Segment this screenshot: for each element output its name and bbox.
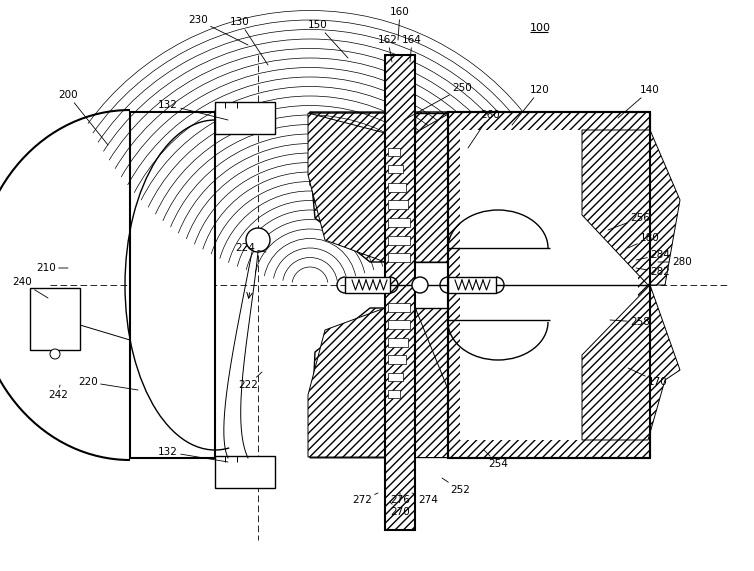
Bar [388, 355, 406, 364]
Bar [388, 183, 406, 192]
Text: 222: 222 [238, 372, 262, 390]
Text: 130: 130 [230, 17, 268, 65]
Text: 162: 162 [378, 35, 398, 62]
Polygon shape [310, 308, 385, 457]
Text: 260: 260 [468, 110, 500, 148]
Circle shape [246, 228, 270, 252]
Text: 274: 274 [412, 493, 438, 505]
Polygon shape [415, 113, 450, 262]
Text: 150: 150 [308, 20, 348, 58]
Text: 220: 220 [78, 377, 138, 390]
Bar [345, 277, 390, 293]
Polygon shape [582, 130, 680, 285]
Text: 224: 224 [235, 243, 266, 253]
Bar [460, 130, 638, 440]
Bar [388, 338, 408, 347]
Polygon shape [310, 112, 448, 250]
Text: 284: 284 [636, 250, 670, 260]
Bar [30, 288, 80, 350]
Bar [388, 148, 400, 156]
Text: 180: 180 [628, 233, 660, 248]
Polygon shape [310, 308, 385, 458]
Bar [388, 253, 410, 262]
Text: 254: 254 [484, 450, 508, 469]
Bar [388, 320, 410, 329]
Bar [385, 55, 415, 530]
Bar [215, 102, 275, 134]
Text: 242: 242 [48, 385, 68, 400]
Polygon shape [415, 112, 448, 262]
Text: 160: 160 [390, 7, 410, 40]
Polygon shape [415, 113, 450, 262]
Text: 230: 230 [188, 15, 248, 45]
Bar [388, 390, 400, 398]
Text: 132: 132 [158, 447, 228, 462]
Polygon shape [415, 308, 450, 457]
Text: 250: 250 [404, 83, 472, 120]
Text: 270: 270 [390, 502, 410, 517]
Text: 280: 280 [658, 257, 692, 267]
Bar [388, 303, 410, 312]
Circle shape [50, 349, 60, 359]
Polygon shape [310, 113, 385, 262]
Bar [388, 373, 403, 381]
Text: 132: 132 [158, 100, 228, 120]
Polygon shape [308, 113, 385, 262]
Bar [388, 200, 408, 209]
Polygon shape [582, 285, 680, 440]
Circle shape [412, 277, 428, 293]
Polygon shape [308, 308, 385, 457]
Polygon shape [415, 308, 450, 457]
Text: 164: 164 [402, 35, 422, 62]
Bar [448, 277, 496, 293]
Text: 282: 282 [636, 267, 670, 277]
Bar [448, 112, 650, 458]
Text: 140: 140 [618, 85, 660, 118]
Bar [388, 236, 410, 245]
Text: 210: 210 [36, 263, 68, 273]
Text: 200: 200 [58, 90, 108, 145]
Bar [388, 218, 410, 227]
Text: 252: 252 [442, 478, 470, 495]
Text: 256: 256 [608, 213, 650, 230]
Bar [130, 112, 215, 458]
Text: 272: 272 [352, 493, 378, 505]
Text: 100: 100 [530, 23, 551, 33]
Text: 258: 258 [610, 317, 650, 327]
Bar [215, 456, 275, 488]
Polygon shape [310, 112, 385, 262]
Text: 120: 120 [512, 85, 550, 125]
Text: 170: 170 [628, 368, 668, 387]
Text: 240: 240 [12, 277, 48, 298]
Text: 276: 276 [390, 493, 410, 505]
Bar [388, 165, 403, 173]
